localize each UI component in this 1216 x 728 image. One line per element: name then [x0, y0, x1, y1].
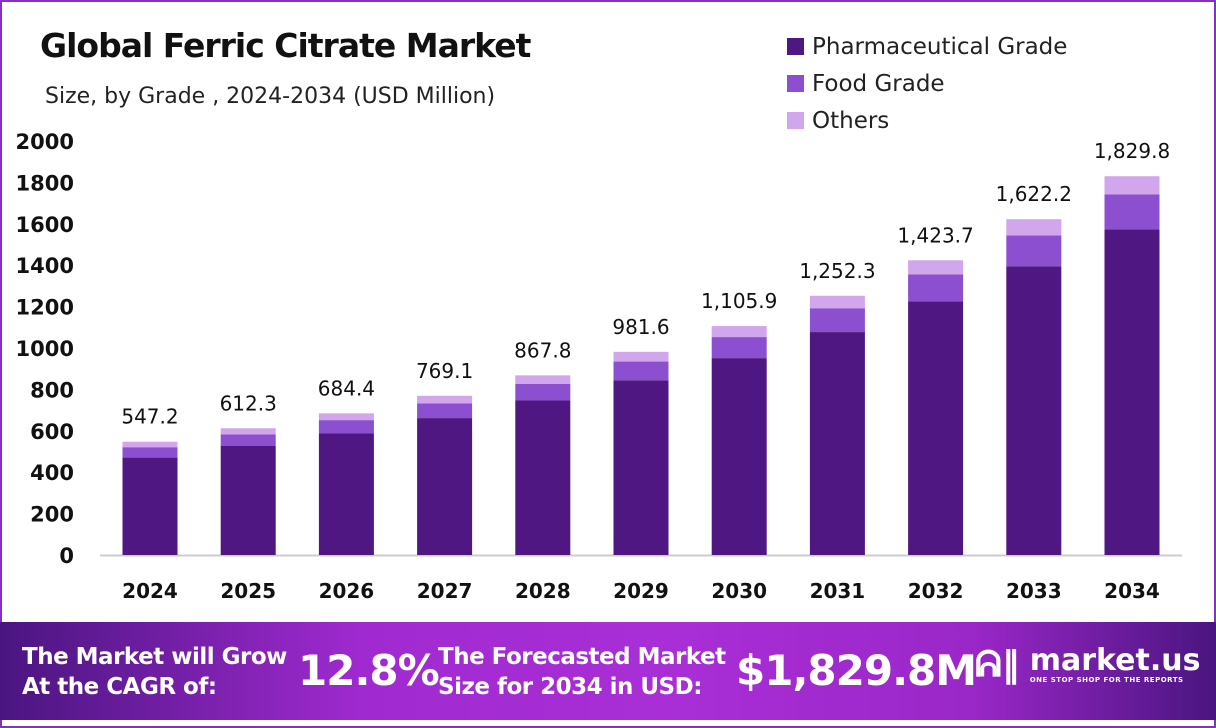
data-label: 547.2: [121, 405, 178, 429]
chart-title: Global Ferric Citrate Market: [40, 26, 531, 65]
bar-segment: [417, 403, 473, 419]
logo-icon: ᕱ‖: [975, 644, 1020, 685]
x-tick-label: 2025: [220, 579, 276, 603]
bar-segment: [515, 400, 571, 555]
x-tick-label: 2032: [908, 579, 964, 603]
legend: Pharmaceutical Grade Food Grade Others: [787, 28, 1067, 139]
y-tick-label: 1800: [16, 171, 74, 195]
legend-swatch: [787, 75, 804, 92]
bar-segment: [908, 301, 964, 555]
bar-segment: [1104, 194, 1160, 230]
forecast-label-line: Size for 2034 in USD:: [438, 674, 702, 700]
cagr-label-line: At the CAGR of:: [22, 674, 217, 700]
y-tick-label: 0: [59, 544, 74, 568]
x-tick-label: 2029: [613, 579, 669, 603]
bar-segment: [122, 447, 178, 458]
x-tick-label: 2027: [417, 579, 473, 603]
bar-segment: [809, 332, 865, 555]
forecast-label: The Forecasted Market Size for 2034 in U…: [438, 642, 726, 702]
x-tick-label: 2024: [122, 579, 178, 603]
bar-segment: [908, 274, 964, 302]
logo-name: market.us: [1029, 643, 1201, 678]
bar-segment: [809, 295, 865, 309]
cagr-label-line: The Market will Grow: [22, 644, 287, 670]
x-tick-label: 2026: [319, 579, 375, 603]
legend-swatch: [787, 112, 804, 129]
legend-swatch: [787, 38, 804, 55]
bar-segment: [515, 383, 571, 401]
forecast-label-line: The Forecasted Market: [438, 644, 726, 670]
y-tick-label: 1200: [16, 296, 74, 320]
bar-segment: [318, 433, 374, 555]
data-label: 1,423.7: [897, 223, 973, 247]
y-tick-label: 1400: [16, 254, 74, 278]
bar-segment: [711, 358, 767, 555]
data-label: 612.3: [220, 391, 277, 415]
data-label: 1,252.3: [799, 259, 875, 283]
bar-segment: [417, 418, 473, 555]
y-tick-label: 200: [30, 503, 74, 527]
legend-label: Food Grade: [812, 70, 945, 97]
bar-segment: [1104, 176, 1160, 195]
y-tick-label: 400: [30, 461, 74, 485]
bar-segment: [515, 375, 571, 384]
forecast-value: $1,829.8M: [736, 646, 977, 695]
bar-segment: [417, 395, 473, 404]
y-tick-label: 1600: [16, 213, 74, 237]
bar-segment: [613, 380, 669, 555]
bar-segment: [318, 420, 374, 434]
x-tick-label: 2033: [1006, 579, 1062, 603]
x-tick-label: 2030: [711, 579, 767, 603]
y-tick-label: 2000: [16, 130, 74, 154]
bar-segment: [1006, 235, 1062, 267]
summary-banner: The Market will Grow At the CAGR of: 12.…: [0, 622, 1216, 720]
bar-segment: [908, 260, 964, 275]
bar-segment: [220, 445, 276, 555]
legend-label: Others: [812, 107, 890, 134]
data-label: 769.1: [416, 359, 473, 383]
bar-segment: [809, 308, 865, 333]
market-us-logo: ᕱ‖ market.us ONE STOP SHOP FOR THE REPOR…: [975, 644, 1200, 686]
bar-segment: [1006, 219, 1062, 236]
data-label: 981.6: [612, 315, 669, 339]
bar-segment: [318, 413, 374, 421]
logo-tagline: ONE STOP SHOP FOR THE REPORTS: [1029, 676, 1184, 684]
bar-segment: [711, 326, 767, 338]
legend-label: Pharmaceutical Grade: [812, 33, 1068, 60]
y-tick-label: 800: [30, 378, 74, 402]
bar-segment: [122, 457, 178, 555]
data-label: 1,829.8: [1094, 139, 1170, 163]
legend-item-food: Food Grade: [787, 65, 1067, 102]
bar-segment: [122, 441, 178, 448]
y-tick-label: 1000: [16, 337, 74, 361]
y-tick-label: 600: [30, 420, 74, 444]
x-tick-label: 2031: [810, 579, 866, 603]
bar-segment: [1006, 266, 1062, 555]
bar-chart: 0 200 400 600 800 1000 1200 1400 1600 1800 2000 547…: [16, 130, 1182, 603]
x-tick-label: 2028: [515, 579, 571, 603]
bar-segment: [220, 428, 276, 435]
legend-item-pharmaceutical: Pharmaceutical Grade: [787, 28, 1067, 65]
bar-segment: [613, 351, 669, 362]
chart-subtitle: Size, by Grade , 2024-2034 (USD Million): [45, 84, 496, 109]
legend-item-others: Others: [787, 102, 1067, 139]
bar-segment: [1104, 229, 1160, 555]
cagr-value: 12.8%: [298, 646, 440, 695]
data-label: 684.4: [318, 376, 375, 400]
bar-segment: [613, 361, 669, 381]
bar-segment: [220, 434, 276, 446]
data-label: 867.8: [514, 338, 571, 362]
x-tick-label: 2034: [1104, 579, 1160, 603]
cagr-label: The Market will Grow At the CAGR of:: [22, 642, 287, 702]
data-label: 1,622.2: [996, 182, 1072, 206]
data-label: 1,105.9: [701, 289, 777, 313]
bar-segment: [711, 337, 767, 359]
